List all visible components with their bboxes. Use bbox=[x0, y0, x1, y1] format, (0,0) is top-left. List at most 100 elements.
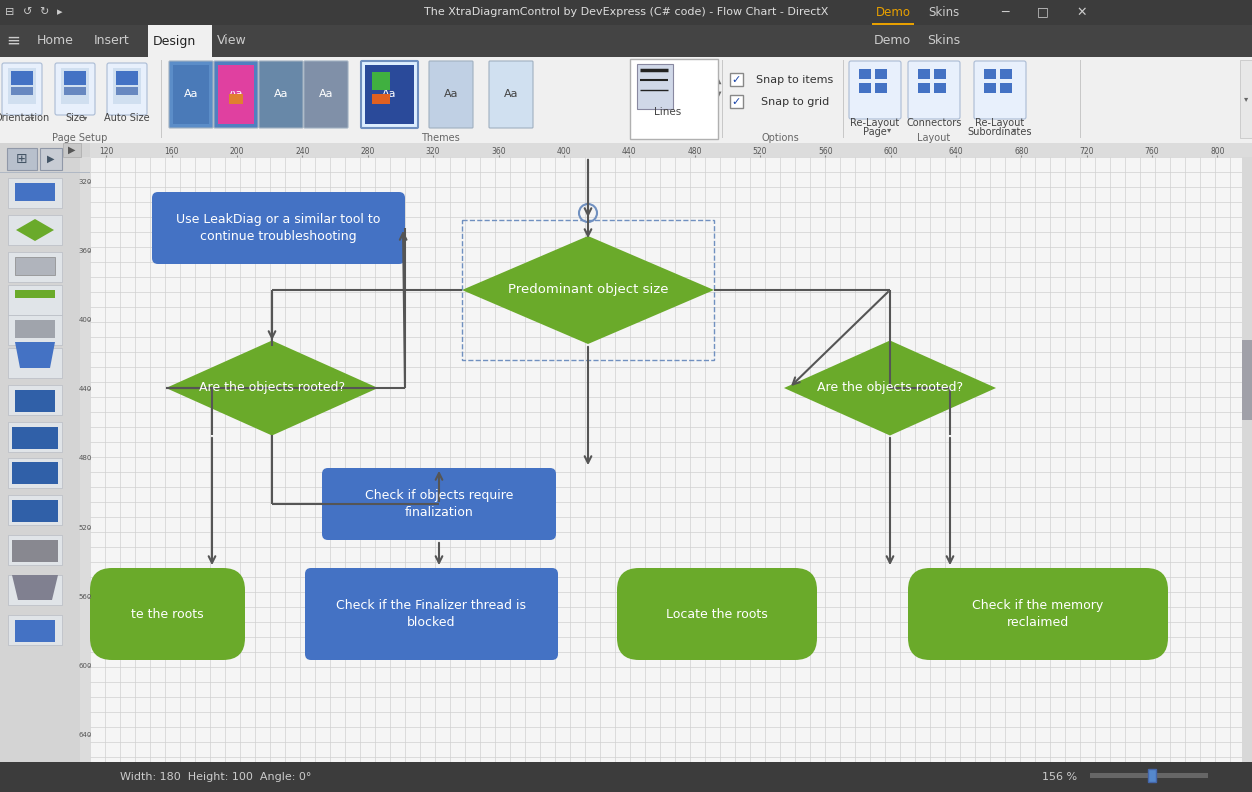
Text: 800: 800 bbox=[1211, 147, 1224, 157]
Text: Aa: Aa bbox=[319, 89, 333, 99]
Bar bbox=[984, 69, 997, 79]
Bar bbox=[13, 462, 58, 484]
Bar bbox=[637, 64, 674, 109]
Bar bbox=[15, 620, 55, 642]
Text: 560: 560 bbox=[79, 594, 91, 600]
FancyBboxPatch shape bbox=[361, 61, 418, 128]
Text: ≡: ≡ bbox=[6, 32, 20, 50]
Text: 720: 720 bbox=[1079, 147, 1094, 157]
Bar bbox=[0, 143, 1252, 157]
Text: 520: 520 bbox=[752, 147, 767, 157]
Text: Re-Layout: Re-Layout bbox=[975, 118, 1024, 128]
Text: 440: 440 bbox=[622, 147, 636, 157]
Polygon shape bbox=[167, 341, 378, 436]
Text: Options: Options bbox=[761, 133, 799, 143]
Bar bbox=[11, 87, 33, 95]
Text: ▶: ▶ bbox=[48, 154, 55, 164]
Bar bbox=[8, 215, 63, 245]
Bar bbox=[0, 0, 1252, 25]
Text: 400: 400 bbox=[557, 147, 571, 157]
Text: Re-Layout: Re-Layout bbox=[850, 118, 900, 128]
Bar bbox=[871, 23, 914, 25]
Bar bbox=[11, 71, 33, 85]
Bar bbox=[90, 157, 1242, 762]
Bar bbox=[61, 68, 89, 104]
Bar bbox=[13, 427, 58, 449]
FancyBboxPatch shape bbox=[908, 61, 960, 119]
Text: 680: 680 bbox=[1014, 147, 1029, 157]
Text: 320: 320 bbox=[426, 147, 441, 157]
Text: Insert: Insert bbox=[94, 35, 130, 48]
Text: Skins: Skins bbox=[929, 6, 959, 18]
Bar bbox=[8, 495, 63, 525]
Text: Size: Size bbox=[65, 113, 85, 123]
Text: ▾: ▾ bbox=[1012, 125, 1017, 135]
Text: Page: Page bbox=[863, 127, 886, 137]
Text: View: View bbox=[217, 35, 247, 48]
Bar bbox=[113, 68, 141, 104]
Bar bbox=[722, 57, 843, 143]
Bar bbox=[162, 57, 722, 143]
Text: □: □ bbox=[1037, 6, 1049, 18]
Text: ▶: ▶ bbox=[69, 145, 76, 155]
Text: 120: 120 bbox=[99, 147, 114, 157]
Text: Demo: Demo bbox=[875, 6, 910, 18]
FancyBboxPatch shape bbox=[974, 61, 1025, 119]
Text: Locate the roots: Locate the roots bbox=[666, 607, 767, 620]
Text: Check if the Finalizer thread is
blocked: Check if the Finalizer thread is blocked bbox=[336, 599, 526, 629]
FancyBboxPatch shape bbox=[214, 61, 258, 128]
Bar bbox=[984, 83, 997, 93]
Bar bbox=[218, 65, 254, 124]
Bar bbox=[918, 83, 930, 93]
Text: 320: 320 bbox=[79, 179, 91, 185]
Text: 200: 200 bbox=[230, 147, 244, 157]
Bar bbox=[229, 94, 243, 104]
Bar bbox=[13, 540, 58, 562]
Bar bbox=[8, 68, 36, 104]
Text: ▼: ▼ bbox=[714, 90, 721, 100]
Bar bbox=[844, 57, 1224, 143]
Bar bbox=[15, 320, 55, 338]
Polygon shape bbox=[16, 219, 54, 241]
Text: 600: 600 bbox=[884, 147, 898, 157]
Bar bbox=[730, 95, 742, 108]
Text: Aa: Aa bbox=[184, 89, 198, 99]
FancyBboxPatch shape bbox=[429, 61, 473, 128]
Text: 440: 440 bbox=[79, 386, 91, 393]
Text: ▾: ▾ bbox=[83, 113, 88, 123]
Text: te the roots: te the roots bbox=[130, 607, 203, 620]
Bar bbox=[1000, 83, 1012, 93]
Text: 640: 640 bbox=[949, 147, 963, 157]
Bar bbox=[630, 59, 717, 139]
Bar bbox=[8, 315, 63, 345]
Text: 240: 240 bbox=[295, 147, 309, 157]
Text: Lines: Lines bbox=[655, 107, 681, 117]
Text: ✓: ✓ bbox=[731, 75, 741, 85]
FancyBboxPatch shape bbox=[259, 61, 303, 128]
Text: 360: 360 bbox=[491, 147, 506, 157]
Text: 640: 640 bbox=[79, 732, 91, 737]
FancyBboxPatch shape bbox=[106, 63, 146, 115]
Bar bbox=[308, 65, 344, 124]
Text: ⊞: ⊞ bbox=[16, 152, 28, 166]
Text: Subordinates: Subordinates bbox=[968, 127, 1032, 137]
Text: Layout: Layout bbox=[918, 133, 950, 143]
FancyBboxPatch shape bbox=[3, 63, 43, 115]
Bar bbox=[0, 172, 90, 173]
Text: Are the objects rooted?: Are the objects rooted? bbox=[199, 382, 346, 394]
Bar bbox=[1239, 60, 1252, 138]
Text: ✓: ✓ bbox=[731, 97, 741, 107]
Bar bbox=[918, 69, 930, 79]
Text: Aa: Aa bbox=[274, 89, 288, 99]
Text: 160: 160 bbox=[164, 147, 179, 157]
Bar bbox=[0, 57, 163, 143]
Text: ↻: ↻ bbox=[39, 7, 49, 17]
FancyBboxPatch shape bbox=[849, 61, 901, 119]
Bar bbox=[13, 500, 58, 522]
Bar bbox=[8, 615, 63, 645]
Bar bbox=[934, 69, 947, 79]
FancyBboxPatch shape bbox=[617, 568, 818, 660]
Bar bbox=[875, 83, 886, 93]
Bar bbox=[8, 252, 63, 282]
Text: Page Setup: Page Setup bbox=[53, 133, 108, 143]
